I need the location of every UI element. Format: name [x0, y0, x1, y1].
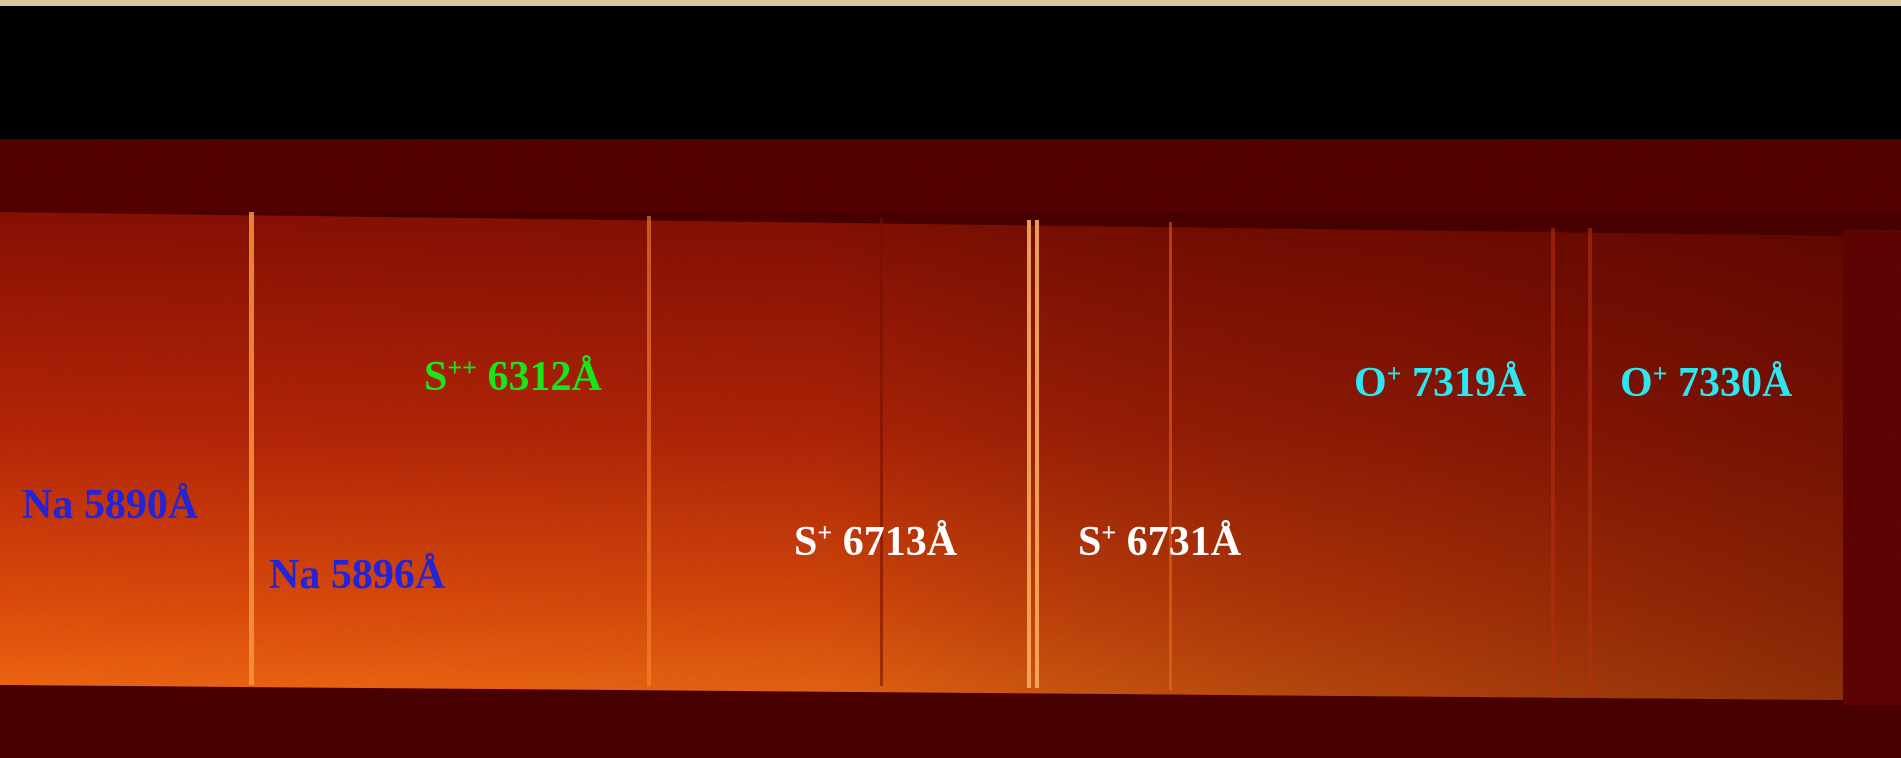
ion-charge: + [1653, 359, 1668, 388]
ion-charge: + [1101, 518, 1116, 547]
ion-element: Na [22, 482, 73, 528]
line-label: Na 5890Å [22, 482, 199, 528]
ion-charge: ++ [447, 353, 477, 382]
ion-element: S [794, 519, 817, 565]
black-band [0, 6, 1901, 139]
ion-element: S [424, 354, 447, 400]
line-label: O+ 7330Å [1620, 359, 1793, 406]
noise [0, 139, 1901, 758]
ion-element: O [1354, 360, 1387, 406]
wavelength: 7319Å [1402, 360, 1528, 406]
top-border [0, 0, 1901, 6]
ion-charge: + [1387, 359, 1402, 388]
wavelength: 7330Å [1668, 360, 1794, 406]
line-label: O+ 7319Å [1354, 359, 1527, 406]
spectrum-image: Na 5890ÅNa 5896ÅS++ 6312ÅS+ 6713ÅS+ 6731… [0, 0, 1901, 758]
wavelength: 6713Å [832, 519, 958, 565]
ion-charge: + [817, 518, 832, 547]
page: Spectrum {"labels": [ {"element": "Na", … [0, 0, 1901, 758]
line-label: Na 5896Å [269, 552, 446, 598]
ion-element: S [1078, 519, 1101, 565]
body: Na 5890ÅNa 5896ÅS++ 6312ÅS+ 6713ÅS+ 6731… [0, 0, 1901, 758]
wavelength: 5896Å [320, 552, 446, 598]
wavelength: 5890Å [73, 482, 199, 528]
ion-element: O [1620, 360, 1653, 406]
wavelength: 6731Å [1116, 519, 1242, 565]
ion-element: Na [269, 552, 320, 598]
wavelength: 6312Å [477, 354, 603, 400]
